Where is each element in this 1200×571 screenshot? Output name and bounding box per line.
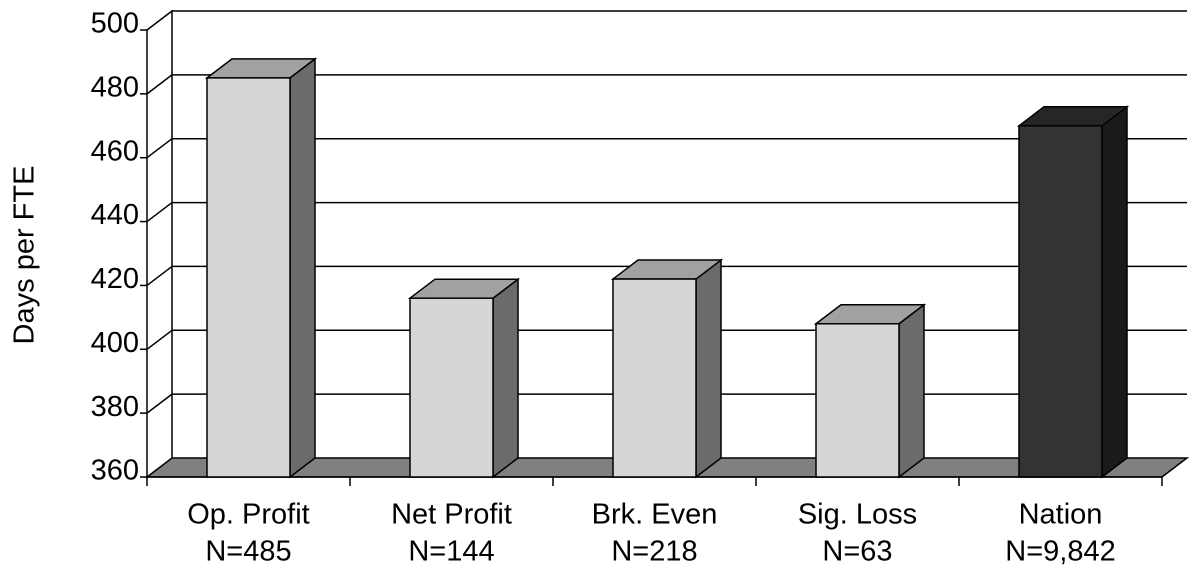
bar-front <box>612 278 697 478</box>
y-tick-label: 360 <box>91 455 139 487</box>
y-tick-label: 380 <box>91 391 139 423</box>
x-tick-sublabel: N=144 <box>408 536 494 568</box>
bar <box>610 258 724 479</box>
bar-front <box>409 297 494 478</box>
grid-line-side <box>146 201 173 223</box>
y-axis-title: Days per FTE <box>9 166 41 345</box>
grid-line-side <box>146 265 173 287</box>
bar <box>407 277 521 479</box>
bar <box>813 303 927 479</box>
bar-front <box>206 77 291 478</box>
x-tick-label: Nation <box>1019 499 1103 531</box>
y-tick-label: 480 <box>91 72 139 104</box>
y-tick-label: 420 <box>91 263 139 295</box>
x-tick-sublabel: N=218 <box>611 536 697 568</box>
bar-side <box>1101 105 1128 479</box>
bar-front <box>1018 125 1103 478</box>
x-tick-label: Sig. Loss <box>798 499 917 531</box>
y-tick-label: 400 <box>91 327 139 359</box>
y-tick-label: 440 <box>91 199 139 231</box>
y-tick-label: 460 <box>91 135 139 167</box>
grid-line-side <box>146 138 173 159</box>
grid-line-side <box>146 393 173 414</box>
grid-line-side <box>146 329 173 350</box>
x-tick-sublabel: N=9,842 <box>1005 536 1115 568</box>
bar-front <box>815 322 900 478</box>
bar-side <box>898 303 925 479</box>
grid-line-side <box>146 10 173 31</box>
bar-side <box>695 258 722 479</box>
bar-side <box>289 57 316 479</box>
plot-walls <box>147 10 1187 477</box>
x-tick-label: Net Profit <box>391 499 512 531</box>
x-tick-sublabel: N=63 <box>822 536 892 568</box>
bar <box>1016 105 1130 479</box>
grid-line-side <box>146 74 173 95</box>
bar <box>204 57 318 479</box>
x-tick-sublabel: N=485 <box>205 536 291 568</box>
x-tick-label: Op. Profit <box>187 499 310 531</box>
x-tick-label: Brk. Even <box>592 499 718 531</box>
bar-side <box>492 277 519 479</box>
y-tick-label: 500 <box>91 8 139 40</box>
